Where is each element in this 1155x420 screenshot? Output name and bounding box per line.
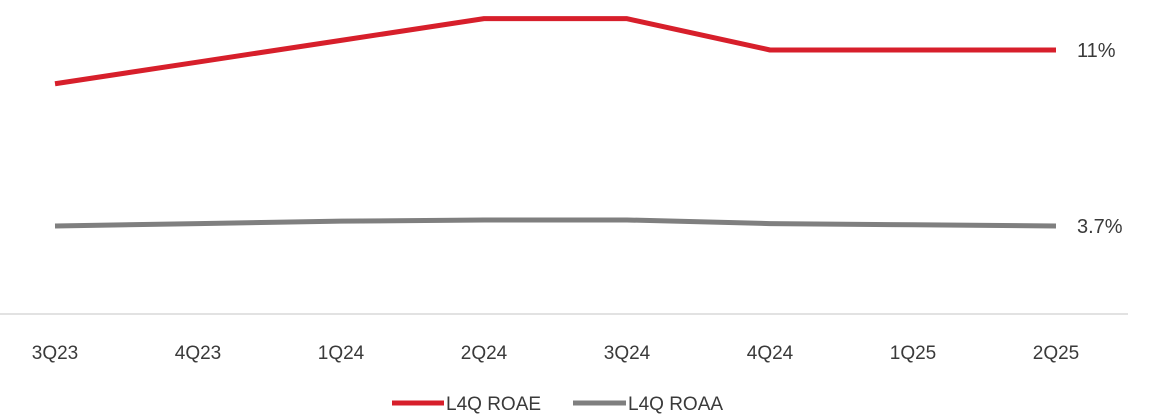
legend-label: L4Q ROAE (446, 394, 541, 415)
x-tick-label: 4Q23 (175, 343, 221, 364)
x-tick-label: 4Q24 (747, 343, 794, 364)
x-tick-label: 1Q24 (318, 343, 365, 364)
series-line-roaa (54, 217, 1057, 229)
x-tick-label: 3Q24 (604, 343, 651, 364)
x-tick-label: 3Q23 (32, 343, 78, 364)
x-tick-label: 2Q25 (1033, 343, 1079, 364)
series-layer (54, 16, 1057, 229)
end-value-label: 11% (1077, 40, 1116, 62)
x-tick-label: 1Q25 (890, 343, 936, 364)
legend-label: L4Q ROAA (628, 394, 723, 415)
x-tick-labels: 3Q23 4Q23 1Q24 2Q24 3Q24 4Q24 1Q25 2Q25 (32, 343, 1079, 364)
x-tick-label: 2Q24 (461, 343, 508, 364)
series-line-roae (54, 16, 1056, 87)
end-value-label: 3.7% (1077, 216, 1123, 238)
end-label-layer: 11% 3.7% (1077, 40, 1123, 238)
legend: L4Q ROAE L4Q ROAA (392, 394, 723, 415)
